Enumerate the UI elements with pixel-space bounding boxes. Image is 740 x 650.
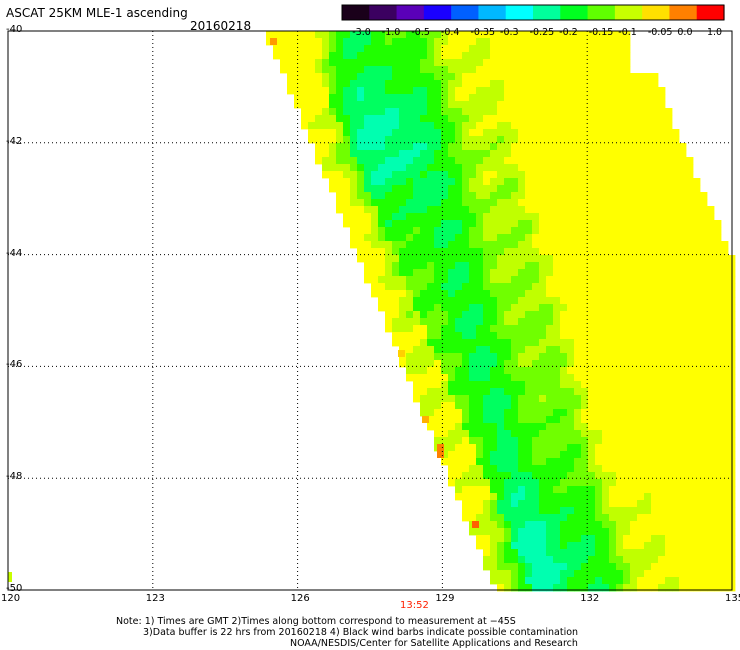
note-line-1: Note: 1) Times are GMT 2)Times along bot… bbox=[116, 616, 516, 627]
lon-tick-label: 123 bbox=[145, 593, 165, 604]
swath-time: 13:52 bbox=[400, 600, 429, 611]
colorbar bbox=[341, 4, 725, 21]
colorbar-segment bbox=[505, 5, 534, 20]
lat-tick-label: -40 bbox=[6, 24, 23, 35]
colorbar-segment bbox=[560, 5, 589, 20]
colorbar-segment bbox=[369, 5, 398, 20]
colorbar-label: -0.25 bbox=[529, 27, 555, 38]
note-line-2: 3)Data buffer is 22 hrs from 20160218 4)… bbox=[143, 627, 579, 638]
colorbar-segment bbox=[342, 5, 370, 20]
colorbar-label: 0.0 bbox=[677, 27, 693, 38]
lon-tick-label: 132 bbox=[580, 593, 600, 604]
map-grid bbox=[8, 31, 732, 590]
colorbar-label: 1.0 bbox=[706, 27, 723, 38]
lon-tick-label: 135 bbox=[725, 593, 740, 604]
colorbar-label: -3.0 bbox=[352, 27, 371, 38]
lat-tick-label: -42 bbox=[6, 135, 23, 147]
colorbar-label: -0.4 bbox=[440, 27, 460, 38]
lat-tick-label: -44 bbox=[6, 247, 23, 259]
map-date: 20160218 bbox=[190, 19, 252, 33]
colorbar-label: -0.05 bbox=[647, 27, 673, 38]
colorbar-segment bbox=[642, 5, 671, 20]
colorbar-segment bbox=[696, 5, 725, 20]
colorbar-label: -1.0 bbox=[381, 27, 401, 38]
map-title: ASCAT 25KM MLE-1 ascending bbox=[6, 6, 188, 20]
colorbar-label: -0.3 bbox=[500, 27, 519, 38]
lat-tick-label: -46 bbox=[6, 359, 23, 371]
colorbar-segment bbox=[396, 5, 425, 20]
lon-tick-label: 129 bbox=[435, 593, 455, 604]
map-frame bbox=[7, 30, 733, 591]
lat-tick-label: -50 bbox=[6, 583, 23, 594]
colorbar-segment bbox=[669, 5, 698, 20]
colorbar-segment bbox=[423, 5, 452, 20]
colorbar-segment bbox=[587, 5, 616, 20]
colorbar-segment bbox=[533, 5, 561, 20]
note-line-3: NOAA/NESDIS/Center for Satellite Applica… bbox=[290, 638, 578, 649]
colorbar-label: -0.15 bbox=[588, 27, 614, 38]
colorbar-label: -0.5 bbox=[411, 27, 430, 38]
colorbar-label: -0.35 bbox=[470, 27, 496, 38]
lat-tick-label: -48 bbox=[6, 471, 23, 483]
colorbar-segment bbox=[478, 5, 507, 20]
colorbar-segment bbox=[614, 5, 643, 20]
lon-tick-label: 120 bbox=[1, 593, 21, 604]
colorbar-label: -0.2 bbox=[559, 27, 578, 38]
colorbar-label: -0.1 bbox=[618, 27, 637, 38]
colorbar-segment bbox=[451, 5, 480, 20]
scatterometer-swath bbox=[8, 31, 736, 592]
lon-tick-label: 126 bbox=[290, 593, 310, 604]
